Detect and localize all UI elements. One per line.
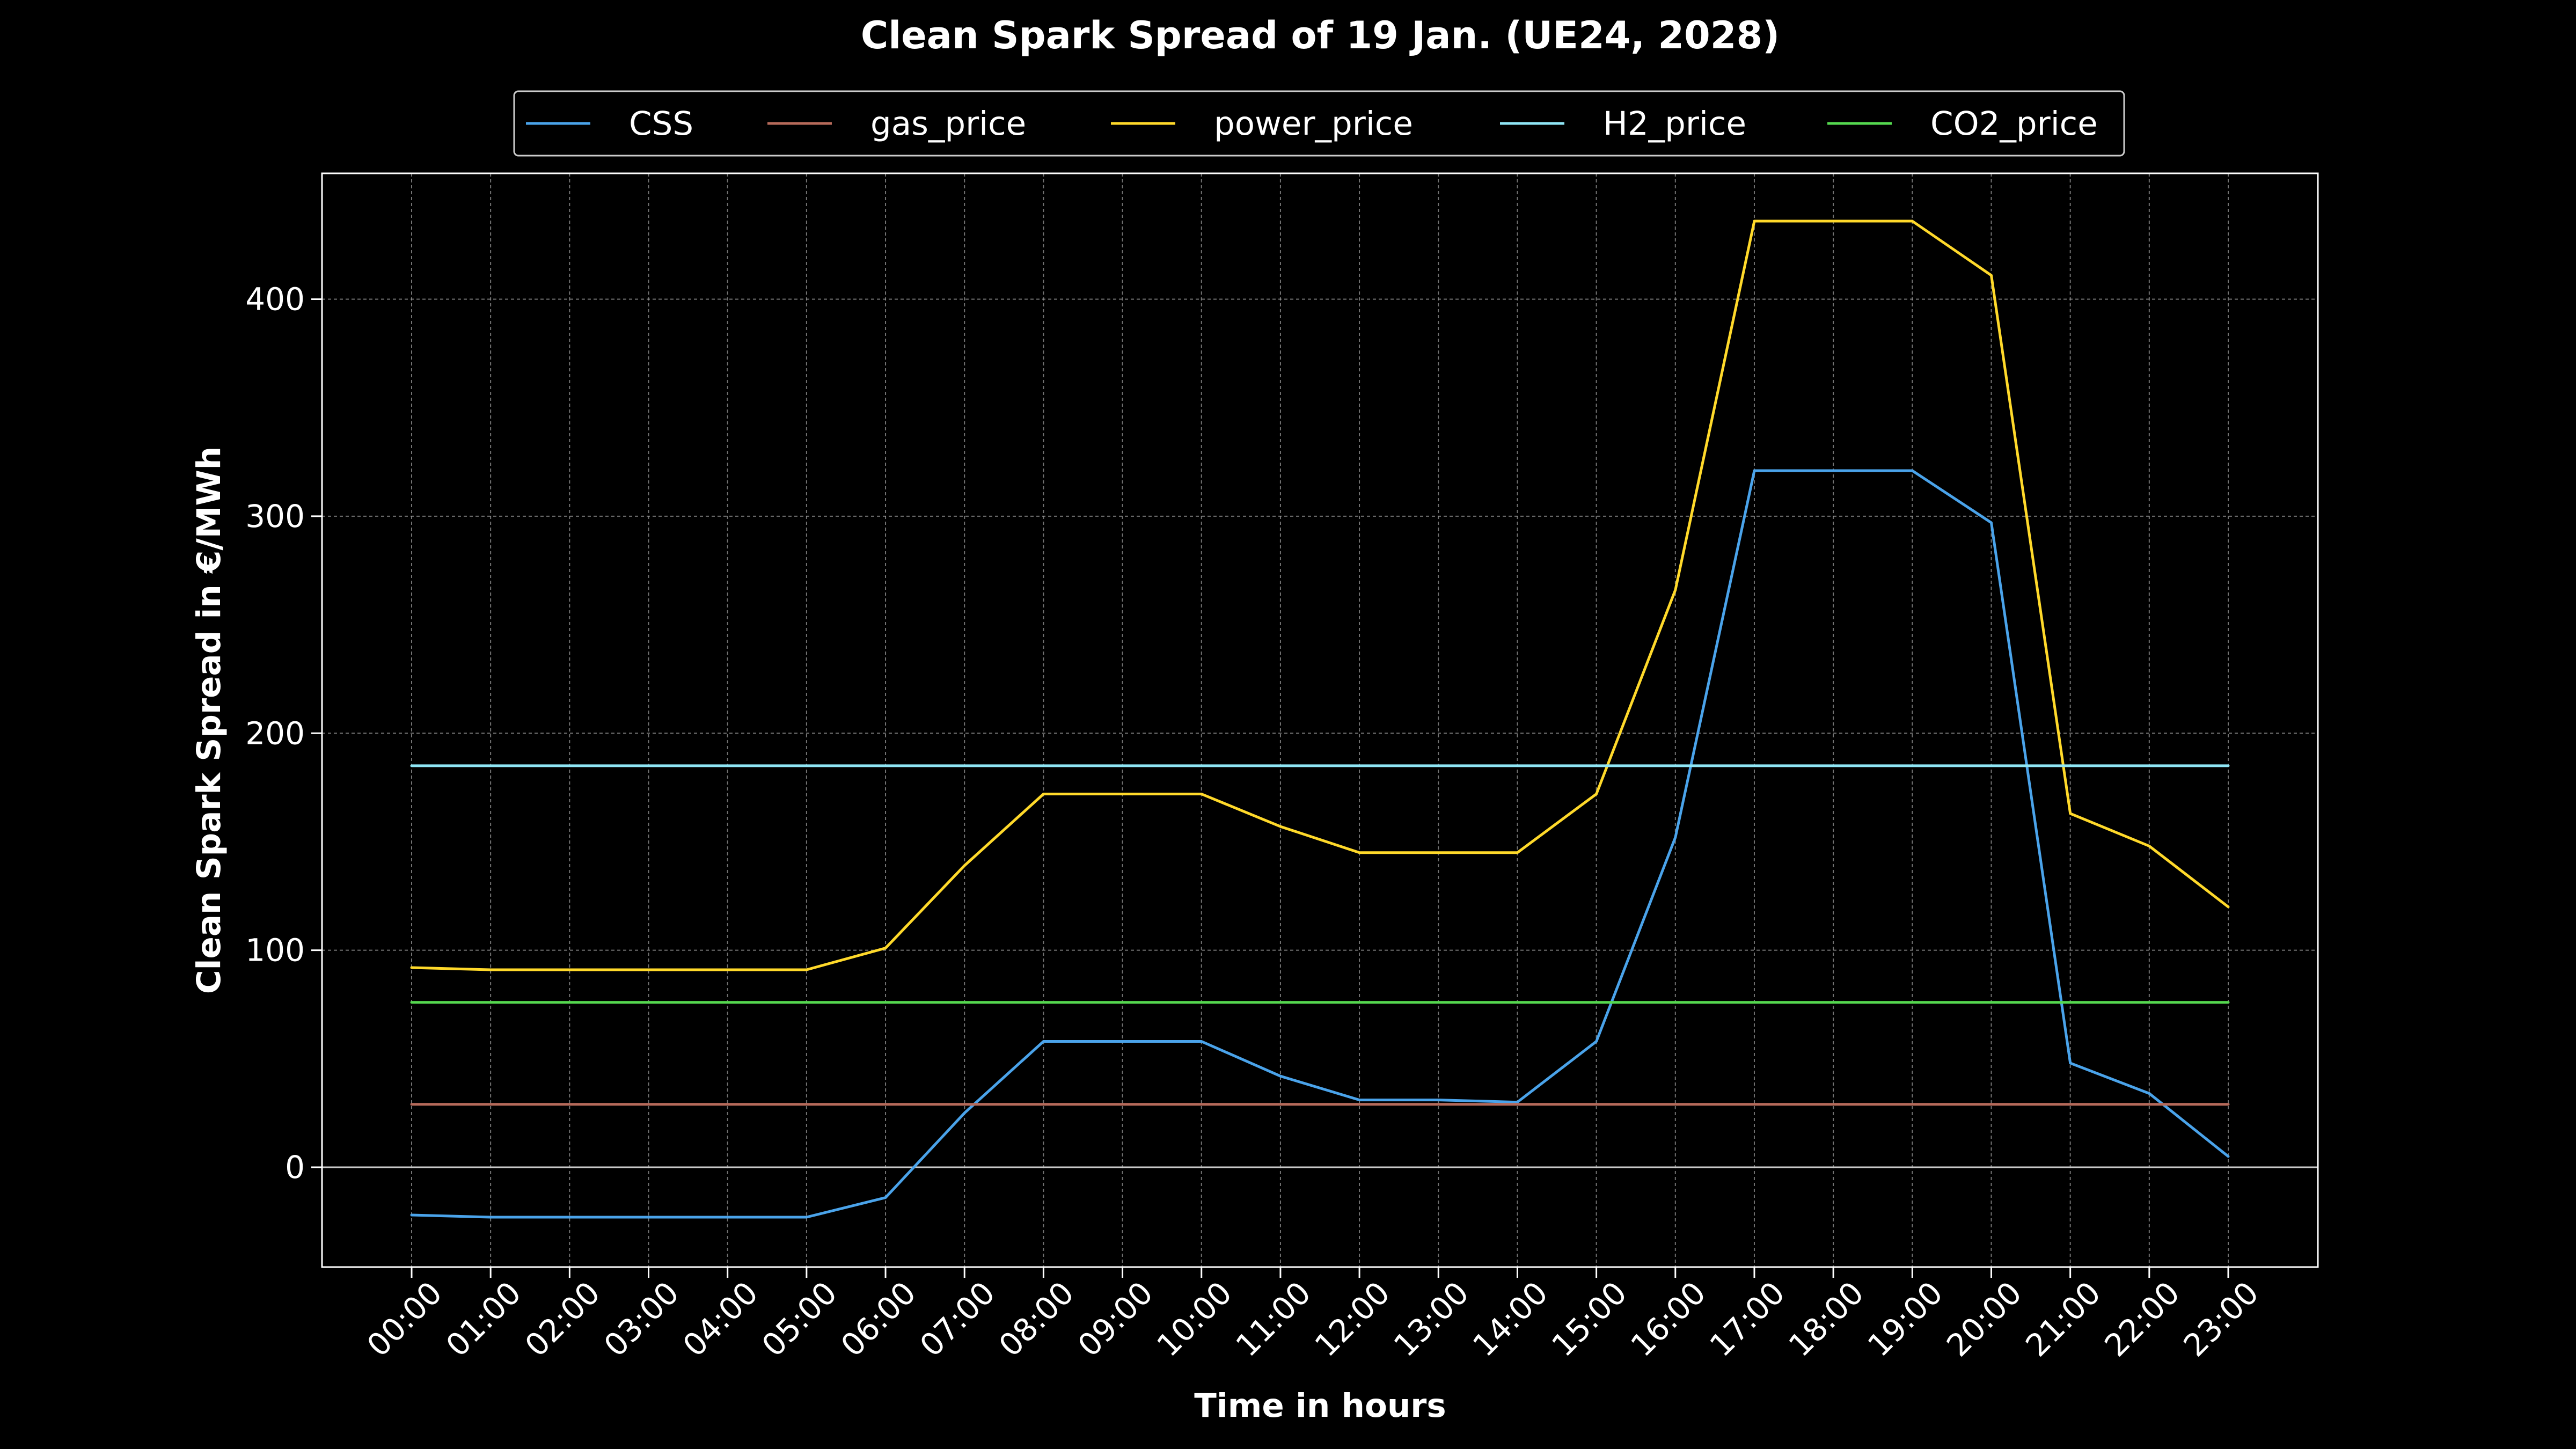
legend-label: CO2_price xyxy=(1930,105,2098,143)
y-axis-label: Clean Spark Spread in €/MWh xyxy=(190,447,228,994)
x-axis-label: Time in hours xyxy=(1194,1387,1446,1425)
y-tick-label: 200 xyxy=(245,715,305,751)
y-tick-label: 300 xyxy=(245,498,305,535)
y-tick-label: 400 xyxy=(245,281,305,318)
legend-label: gas_price xyxy=(870,105,1026,143)
legend-label: H2_price xyxy=(1603,105,1746,143)
legend-box xyxy=(513,90,2125,157)
plot-area xyxy=(322,173,2318,1267)
legend-label: CSS xyxy=(629,105,693,143)
series-lines xyxy=(410,219,2230,1219)
legend: CSS gas_price power_price H2_price CO2_price xyxy=(513,90,2125,157)
y-tick-label: 0 xyxy=(285,1149,305,1185)
y-axis: 0 100 200 300 400 xyxy=(245,281,322,1185)
plot-frame xyxy=(321,172,2319,1268)
grid xyxy=(322,173,2318,1267)
legend-label: power_price xyxy=(1214,105,1413,143)
series-line-css xyxy=(410,469,2230,1219)
chart-title: Clean Spark Spread of 19 Jan. (UE24, 202… xyxy=(861,13,1780,57)
y-tick-label: 100 xyxy=(245,932,305,969)
series-line-power-price xyxy=(410,219,2230,971)
